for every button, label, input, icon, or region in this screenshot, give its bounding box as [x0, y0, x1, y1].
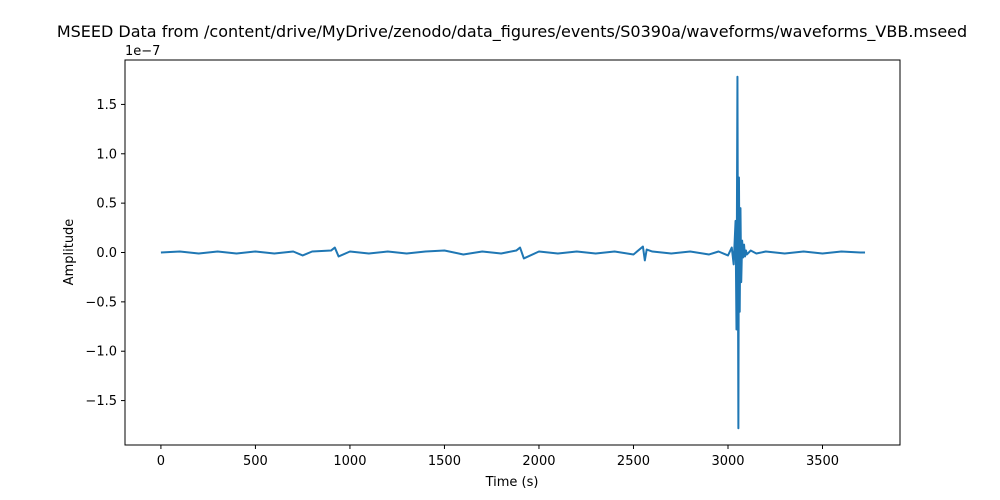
x-tick-label: 2000	[522, 454, 555, 469]
x-tick-label: 0	[157, 454, 165, 469]
x-tick-label: 3000	[711, 454, 744, 469]
y-tick-label: −1.5	[85, 394, 117, 409]
y-axis-label: Amplitude	[62, 219, 77, 286]
y-tick-label: 1.5	[96, 98, 117, 113]
x-tick-label: 500	[243, 454, 268, 469]
y-tick-label: 0.5	[96, 197, 117, 212]
x-tick-label: 2500	[617, 454, 650, 469]
x-tick-label: 1500	[428, 454, 461, 469]
y-offset-label: 1e−7	[125, 44, 160, 59]
y-tick-label: 0.0	[96, 246, 117, 261]
series-line	[160, 75, 866, 430]
y-axis: −1.5 −1.0 −0.5 0.0 0.5 1.0 1.5	[85, 98, 125, 409]
x-tick-label: 3500	[806, 454, 839, 469]
x-axis: 0 500 1000 1500 2000 2500 3000 3500	[157, 445, 839, 469]
x-tick-label: 1000	[333, 454, 366, 469]
y-tick-label: 1.0	[96, 147, 117, 162]
y-tick-label: −0.5	[85, 295, 117, 310]
y-tick-label: −1.0	[85, 345, 117, 360]
x-axis-label: Time (s)	[485, 475, 539, 490]
plot-frame	[124, 59, 901, 446]
chart-title: MSEED Data from /content/drive/MyDrive/z…	[57, 22, 967, 42]
